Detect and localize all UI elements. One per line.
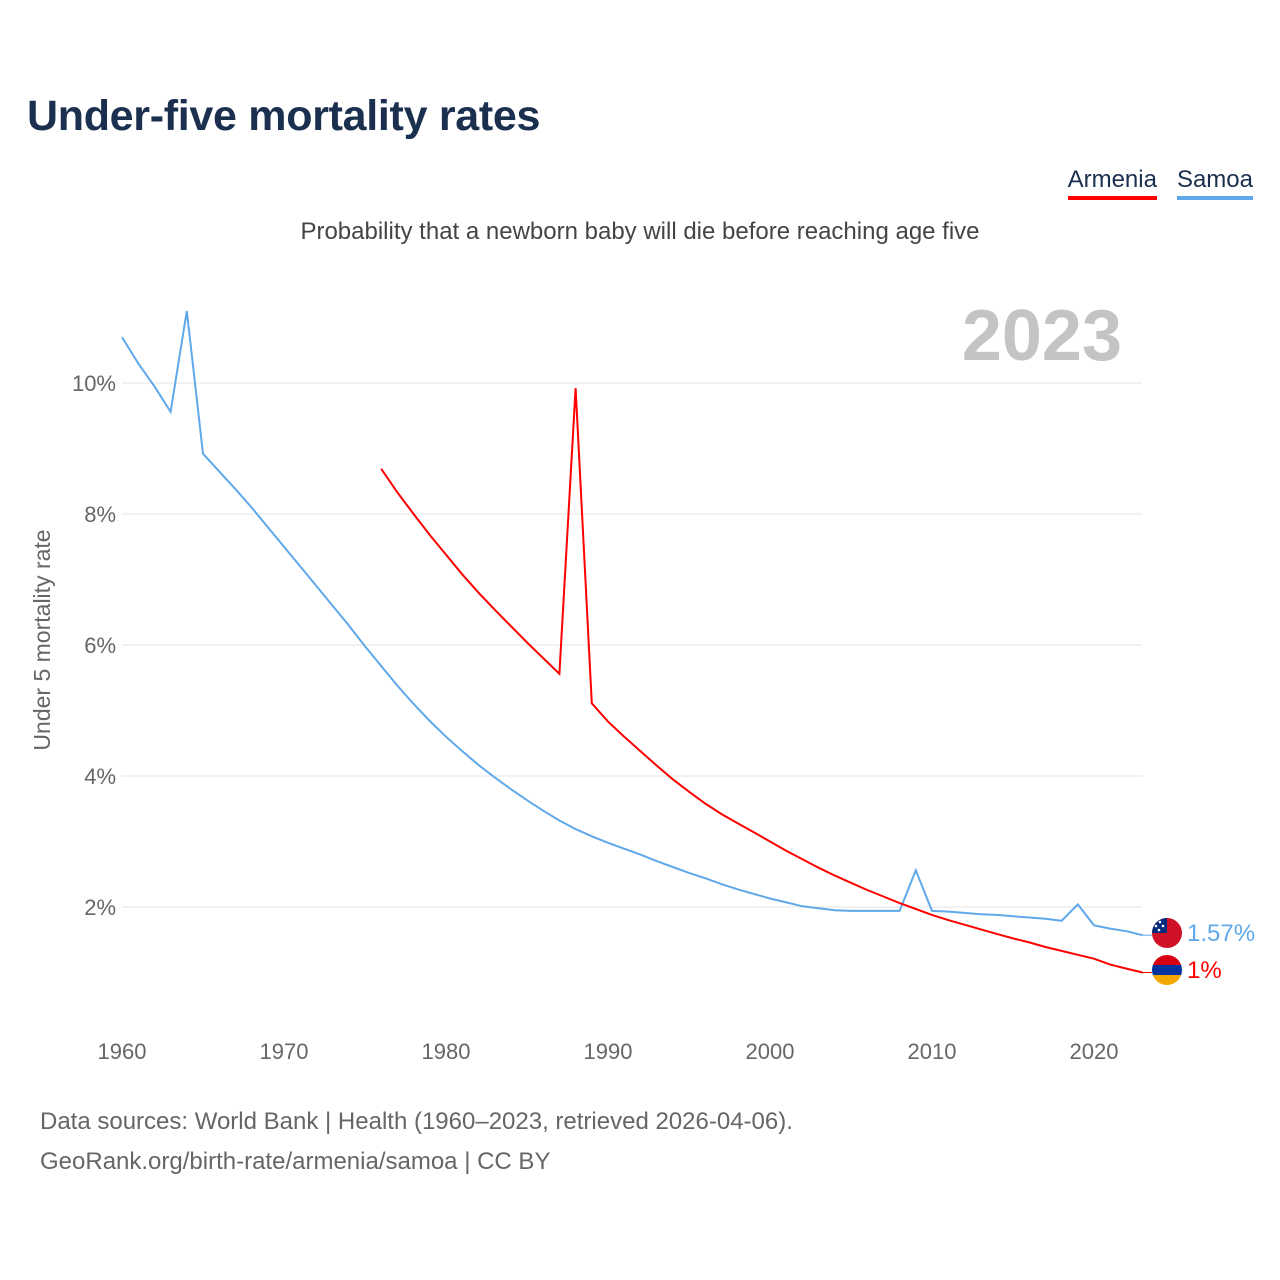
y-tick-label: 10% — [72, 371, 116, 396]
series-line-armenia[interactable] — [380, 388, 1143, 974]
series-lines — [121, 310, 1152, 974]
end-markers — [1152, 918, 1182, 985]
legend-item-armenia[interactable]: Armenia — [1067, 166, 1157, 200]
x-tick-label: 1980 — [422, 1039, 471, 1064]
samoa-end-label: 1.57% — [1187, 920, 1255, 947]
y-tick-labels: 2% 4% 6% 8% 10% — [72, 371, 116, 920]
legend-item-samoa[interactable]: Samoa — [1176, 166, 1253, 200]
x-tick-label: 1990 — [584, 1039, 633, 1064]
chart-title: Under-five mortality rates — [27, 92, 541, 140]
y-tick-label: 8% — [84, 502, 116, 527]
x-tick-label: 2010 — [908, 1039, 957, 1064]
y-tick-label: 4% — [84, 764, 116, 789]
x-tick-label: 2020 — [1070, 1039, 1119, 1064]
x-tick-label: 1960 — [98, 1039, 147, 1064]
footer-sources: Data sources: World Bank | Health (1960–… — [40, 1108, 793, 1135]
x-tick-label: 2000 — [746, 1039, 795, 1064]
armenia-end-label: 1% — [1187, 957, 1222, 984]
gridlines — [122, 382, 1142, 908]
series-line-samoa[interactable] — [121, 310, 1143, 937]
footer-link[interactable]: GeoRank.org/birth-rate/armenia/samoa | C… — [40, 1148, 551, 1175]
y-axis-title: Under 5 mortality rate — [29, 529, 55, 750]
chart-subtitle: Probability that a newborn baby will die… — [300, 218, 980, 245]
samoa-flag-icon — [1152, 918, 1182, 948]
legend: Armenia Samoa — [1067, 166, 1253, 200]
year-badge: 2023 — [962, 296, 1122, 376]
armenia-flag-icon — [1152, 955, 1182, 985]
y-tick-label: 2% — [84, 895, 116, 920]
x-tick-labels: 1960 1970 1980 1990 2000 2010 2020 — [98, 1039, 1119, 1064]
x-tick-label: 1970 — [260, 1039, 309, 1064]
y-tick-label: 6% — [84, 633, 116, 658]
